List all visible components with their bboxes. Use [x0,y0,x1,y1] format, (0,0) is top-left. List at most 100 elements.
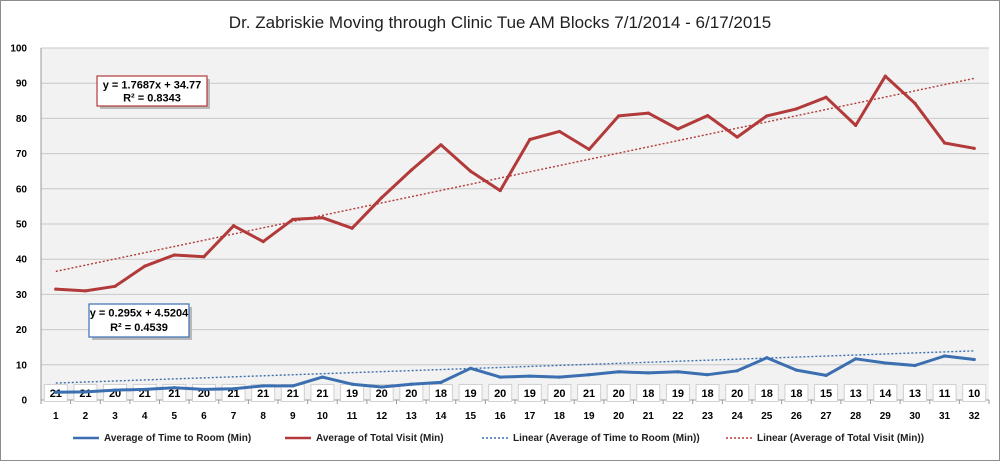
data-point [350,382,354,386]
legend: Average of Time to Room (Min) Average of … [73,433,924,444]
series-line-total-visit [54,74,976,293]
count-label-box [606,383,631,402]
x-tick-label: 22 [672,411,684,422]
count-label: 21 [227,388,239,400]
x-tick-label: 1 [53,411,59,422]
data-point [439,380,443,384]
count-label: 18 [790,388,802,400]
count-label-box [754,383,779,402]
count-label-box [784,383,809,402]
data-point [794,107,799,111]
data-point [261,384,265,388]
data-point [439,143,443,147]
data-point [409,168,413,172]
data-point [765,114,769,118]
count-label-box [665,383,690,402]
count-label-box [517,383,542,402]
x-tick-label: 28 [850,411,862,422]
count-label-box [962,383,987,402]
count-label: 20 [376,388,388,400]
x-tick-label: 14 [435,411,447,422]
y-tick-label: 80 [16,114,28,125]
count-label: 10 [968,388,980,400]
x-tick-label: 23 [702,411,714,422]
legend-label: Average of Time to Room (Min) [104,433,251,444]
count-label-box [458,383,483,402]
trendline-equation-time-to-room: y = 0.295x + 4.5204 [90,308,189,320]
x-tick-label: 27 [821,411,833,422]
data-point [705,113,710,118]
data-point [380,385,384,389]
count-label: 15 [820,388,832,400]
count-label: 20 [553,388,565,400]
count-label: 18 [642,388,654,400]
x-tick-label: 6 [201,411,207,422]
data-point [972,146,976,150]
count-label: 19 [524,388,536,400]
equation-box-total-visit [96,75,208,107]
data-point [854,123,858,128]
legend-label: Average of Total Visit (Min) [316,433,444,444]
data-point [735,369,739,373]
data-point [528,137,532,142]
data-point [498,375,502,379]
data-point [824,373,828,377]
trendlines [55,77,975,384]
data-point [380,196,384,200]
trendline-equation-total-visit: y = 1.7687x + 34.77 [103,80,201,92]
data-point [587,147,591,151]
count-label-box [636,383,661,402]
data-point [883,361,887,365]
data-point [854,357,858,361]
count-label: 20 [731,388,743,400]
x-tick-label: 13 [406,411,418,422]
x-tick-label: 2 [83,411,89,422]
x-tick-label: 12 [376,411,388,422]
data-point [468,169,473,173]
y-tick-label: 0 [21,396,27,407]
x-tick-label: 21 [643,411,655,422]
data-point [824,95,828,99]
data-point [409,382,413,386]
count-label: 11 [939,388,951,400]
x-tick-label: 4 [142,411,148,422]
data-point [320,375,325,379]
data-point [231,387,236,391]
data-point [794,368,799,372]
count-label-box [695,383,720,402]
count-label: 21 [79,388,91,400]
trendline-total-visit [55,77,975,273]
count-label-box [488,383,513,402]
trendline-r-squared-time-to-room: R² = 0.4539 [110,322,168,334]
x-tick-label: 25 [761,411,773,422]
data-point [202,387,206,392]
data-point [735,135,739,139]
x-tick-label: 9 [290,411,296,422]
count-label-box [369,383,394,402]
y-tick-label: 70 [16,149,28,160]
count-label: 18 [761,388,773,400]
count-label: 18 [701,388,713,400]
data-point [143,264,147,268]
y-tick-label: 90 [16,79,28,90]
data-point [113,388,117,392]
x-tick-label: 20 [613,411,625,422]
count-label-box [310,383,335,402]
x-tick-label: 32 [969,411,981,422]
y-tick-label: 20 [16,325,28,336]
data-point [320,216,325,220]
y-tick-label: 100 [10,44,27,55]
count-label: 19 [464,388,476,400]
data-point [883,74,887,78]
y-tick-label: 50 [16,220,28,231]
trendline-time-to-room [55,350,975,384]
count-label: 21 [287,388,299,400]
data-point [54,390,58,394]
data-point [646,371,650,375]
x-tick-label: 3 [112,411,118,422]
y-tick-label: 30 [16,290,28,301]
x-tick-label: 10 [317,411,329,422]
count-labels: 21 21 20 21 21 20 21 21 21 21 19 20 20 18 19 20 19 20 21 20… [43,383,987,402]
x-tick-label: 15 [465,411,477,422]
